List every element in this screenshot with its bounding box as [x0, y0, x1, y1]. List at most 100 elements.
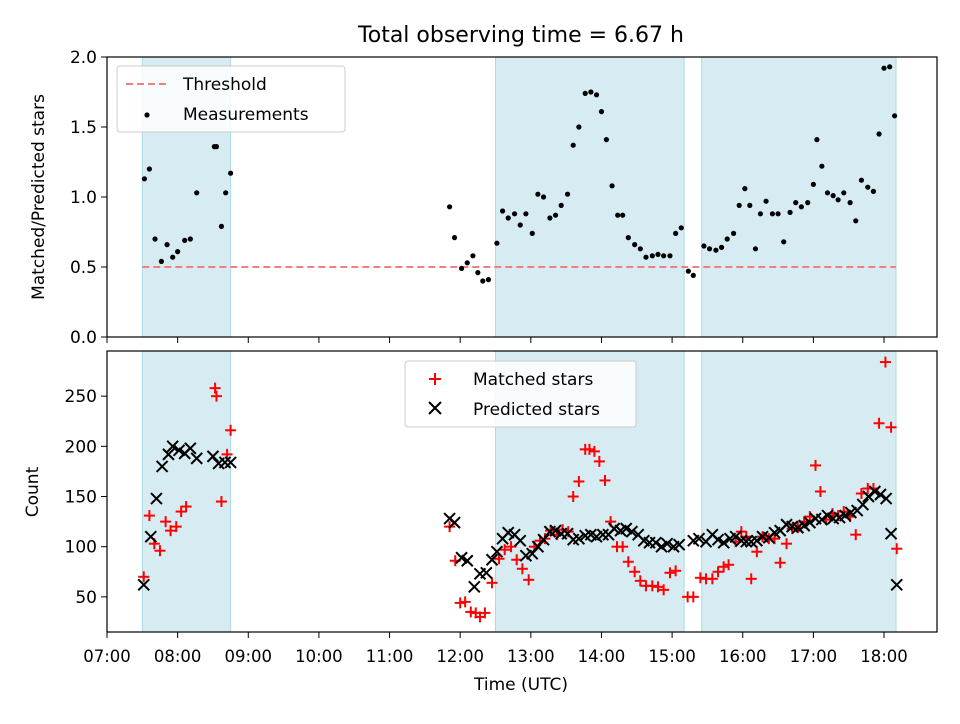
measurements-series [141, 64, 898, 284]
measurement-point [730, 230, 737, 236]
measurement-point [529, 230, 535, 236]
matched-star-point [850, 529, 862, 541]
measurement-point [798, 204, 804, 210]
predicted-star-point [890, 578, 903, 592]
matched-star-point [646, 580, 658, 592]
x-tick-label: 12:00 [436, 647, 484, 666]
x-axis-label: Time (UTC) [473, 675, 568, 695]
measurement-point [158, 258, 164, 264]
bottom-legend: Matched stars Predicted stars [404, 360, 637, 428]
y-tick-label: 2.0 [70, 48, 97, 68]
measurement-point [194, 190, 200, 196]
predicted-star-point [750, 534, 764, 547]
measurement-point [781, 239, 787, 245]
legend-threshold-label: Threshold [182, 75, 267, 95]
measurement-point [576, 124, 582, 130]
measurement-point [835, 197, 841, 203]
measurement-point [470, 253, 476, 259]
y-tick-label: 1.5 [70, 118, 97, 138]
measurement-point [558, 202, 564, 208]
x-tick-label: 07:00 [83, 647, 131, 666]
x-tick-label: 18:00 [860, 647, 908, 666]
top-y-axis-label: Matched/Predicted stars [29, 94, 49, 300]
predicted-star-point [874, 488, 887, 501]
predicted-star-point [717, 536, 730, 549]
matched-star-point [634, 575, 646, 587]
predicted-star-point [468, 580, 481, 594]
matched-star-point [505, 541, 517, 553]
predicted-star-point [884, 527, 898, 540]
predicted-star-point [856, 498, 870, 511]
measurement-point [593, 92, 600, 98]
measurement-point [661, 253, 667, 259]
measurement-point [724, 236, 730, 242]
measurement-point [757, 211, 764, 217]
matched-star-point [588, 445, 600, 457]
matched-star-point [459, 596, 471, 608]
measurement-point [485, 277, 492, 283]
measurement-point [793, 200, 799, 206]
matched-star-point [885, 421, 897, 433]
predicted-star-point [461, 554, 474, 567]
bottom-y-axis-ticks: 50 100 150 200 250 [65, 387, 107, 608]
measurement-point [769, 211, 776, 217]
matched-star-point [175, 506, 187, 518]
shaded-region [495, 56, 685, 338]
bottom-plot-frame [106, 350, 938, 633]
measurement-point [678, 225, 684, 231]
matched-star-point [664, 567, 676, 579]
matched-star-point [670, 565, 682, 577]
measurement-point [475, 270, 481, 276]
measurement-point [887, 64, 893, 70]
measurement-point [706, 246, 713, 252]
measurement-point [632, 242, 638, 248]
predicted-star-point [218, 456, 232, 469]
measurement-point [609, 183, 615, 189]
y-tick-label: 1.0 [70, 188, 97, 208]
measurement-point [805, 200, 811, 206]
measurement-point [152, 236, 158, 242]
matched-star-point [891, 543, 903, 555]
measurement-point [858, 177, 865, 183]
predicted-star-point [150, 492, 163, 505]
matched-star-point [523, 574, 535, 586]
measurement-point [881, 65, 887, 71]
y-tick-label: 50 [75, 588, 97, 608]
measurement-point [511, 211, 518, 217]
top-plot-frame [106, 56, 938, 338]
measurement-point [870, 188, 877, 194]
legend-predicted-label: Predicted stars [473, 400, 600, 420]
measurement-point [564, 191, 571, 197]
measurement-point [752, 246, 759, 252]
measurement-point [146, 166, 152, 172]
measurement-point [523, 211, 529, 217]
measurement-point [451, 235, 458, 241]
matched-star-point [687, 591, 699, 603]
legend-measurements-swatch [144, 112, 150, 118]
y-tick-label: 150 [65, 488, 97, 508]
matched-star-point [511, 554, 523, 566]
measurement-point [615, 212, 621, 218]
top-plot: 0.00.51.01.52.0 Matched/Predicted stars … [29, 48, 938, 348]
x-tick-label: 13:00 [507, 647, 555, 666]
measurement-point [540, 194, 547, 200]
predicted-star-point [137, 578, 150, 592]
measurement-point [535, 191, 541, 197]
matched-star-point [658, 584, 670, 596]
matched-star-point [599, 474, 611, 486]
measurement-point [464, 260, 470, 266]
matched-star-point [814, 486, 826, 497]
matched-star-point [465, 606, 477, 618]
x-tick-label: 16:00 [719, 647, 767, 666]
matched-star-point [617, 541, 629, 553]
measurement-point [853, 218, 859, 224]
predicted-star-point [740, 535, 753, 548]
top-x-axis-ticks [106, 337, 885, 343]
matched-star-point [143, 510, 155, 522]
predicted-star-point [480, 566, 493, 579]
shaded-region [701, 56, 897, 338]
measurement-point [582, 90, 588, 96]
matched-star-point [165, 525, 177, 537]
x-tick-label: 14:00 [578, 647, 626, 666]
